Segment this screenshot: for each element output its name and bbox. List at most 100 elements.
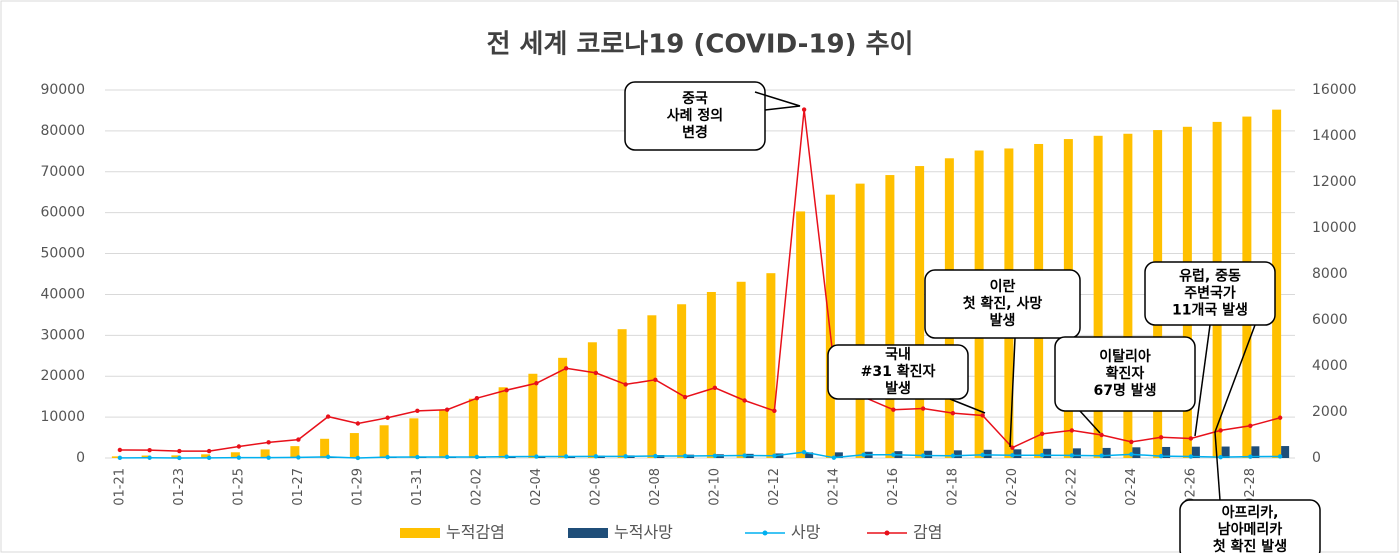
line-point [266, 455, 271, 460]
bar [1251, 446, 1260, 458]
bar [587, 342, 597, 458]
callout-text: 11개국 발생 [1172, 302, 1248, 319]
x-tick-label: 02-04 [529, 468, 544, 506]
bar [1221, 446, 1230, 458]
callout-text: 유럽, 중동 [1179, 269, 1241, 285]
line-point [653, 453, 658, 459]
legend-swatch [884, 530, 890, 536]
bar [409, 418, 419, 458]
callout-text: 67명 발생 [1094, 382, 1157, 399]
callout-text: 사례 정의 [667, 107, 723, 124]
line-point [563, 366, 569, 371]
line-point [1218, 454, 1223, 460]
bar [983, 449, 992, 458]
line-point [623, 382, 628, 387]
line-point [861, 452, 866, 457]
line-point [891, 452, 896, 457]
callout-box [624, 81, 766, 151]
line-point [415, 408, 420, 414]
y2-tick-label: 4000 [1312, 358, 1348, 374]
y2-tick-label: 12000 [1312, 174, 1357, 190]
line-point [296, 455, 301, 460]
bar [349, 433, 359, 458]
line-point [742, 398, 747, 403]
line-point [1010, 453, 1015, 458]
line-point [206, 455, 212, 461]
line-point [117, 447, 123, 453]
line-point [504, 454, 509, 459]
x-tick-label: 01-31 [410, 468, 425, 506]
x-tick-label: 02-18 [945, 468, 960, 506]
callout-pointer [1214, 324, 1256, 433]
line-point [177, 448, 182, 454]
callout-pointer [949, 398, 986, 414]
line-point [1099, 453, 1104, 458]
line-point [801, 107, 807, 112]
line-point [1129, 452, 1134, 457]
y-tick-label: 50000 [40, 246, 85, 262]
y2-tick-label: 16000 [1312, 82, 1357, 98]
callout-text: 첫 확진, 사망 [963, 295, 1043, 312]
line-point [296, 437, 301, 442]
line-point [385, 454, 390, 460]
line-point [563, 454, 569, 459]
bar [1272, 109, 1282, 459]
line-point [534, 454, 539, 459]
bar [736, 281, 746, 458]
x-tick-label: 02-14 [826, 468, 841, 506]
line-point [534, 381, 539, 386]
line-point [950, 410, 956, 416]
line-point [444, 407, 450, 412]
bar [379, 425, 389, 458]
x-tick-label: 02-24 [1124, 468, 1139, 506]
line-point [1039, 453, 1045, 458]
bar [617, 329, 627, 458]
y2-tick-label: 0 [1312, 450, 1321, 466]
legend-swatch [762, 530, 768, 536]
bar [677, 304, 687, 458]
line-point [1158, 435, 1164, 440]
line-point [831, 455, 837, 460]
callout-text: 이란 [990, 278, 1016, 295]
bar [528, 373, 538, 458]
bar [290, 446, 300, 458]
callout-text: 첫 확진 발생 [1213, 538, 1287, 553]
y2-tick-label: 8000 [1312, 266, 1348, 282]
line-point [682, 394, 688, 400]
callout-pointer [1009, 337, 1016, 448]
bar [825, 194, 835, 459]
line-point [355, 421, 361, 426]
line-point [474, 396, 480, 401]
y2-tick-label: 2000 [1312, 404, 1348, 420]
bar [260, 449, 270, 458]
bar [230, 452, 240, 458]
callout-text: 남아메리카 [1218, 521, 1283, 538]
line-point [385, 415, 390, 420]
bar [1072, 448, 1081, 458]
line-point [1248, 423, 1253, 428]
line-point [772, 453, 777, 458]
bar [1281, 446, 1290, 458]
x-tick-label: 02-06 [588, 468, 603, 506]
line-point [415, 454, 420, 460]
bar [885, 175, 895, 458]
legend-label: 누적사망 [614, 523, 673, 542]
line-point [206, 448, 212, 454]
callout-box [1054, 336, 1196, 412]
x-tick-label: 02-12 [767, 468, 782, 506]
line-point [623, 454, 628, 459]
bar [558, 357, 568, 458]
bar [915, 166, 925, 458]
line-point [920, 453, 926, 458]
line-point [117, 455, 123, 461]
line-point [593, 454, 599, 459]
bar [1162, 446, 1171, 458]
bar [1102, 447, 1111, 458]
bar [1093, 135, 1103, 458]
bar [141, 455, 151, 458]
line-point [177, 455, 182, 461]
x-tick-label: 02-28 [1243, 468, 1258, 506]
bar [439, 409, 449, 458]
y-tick-label: 30000 [40, 327, 85, 343]
line-point [1277, 415, 1283, 420]
